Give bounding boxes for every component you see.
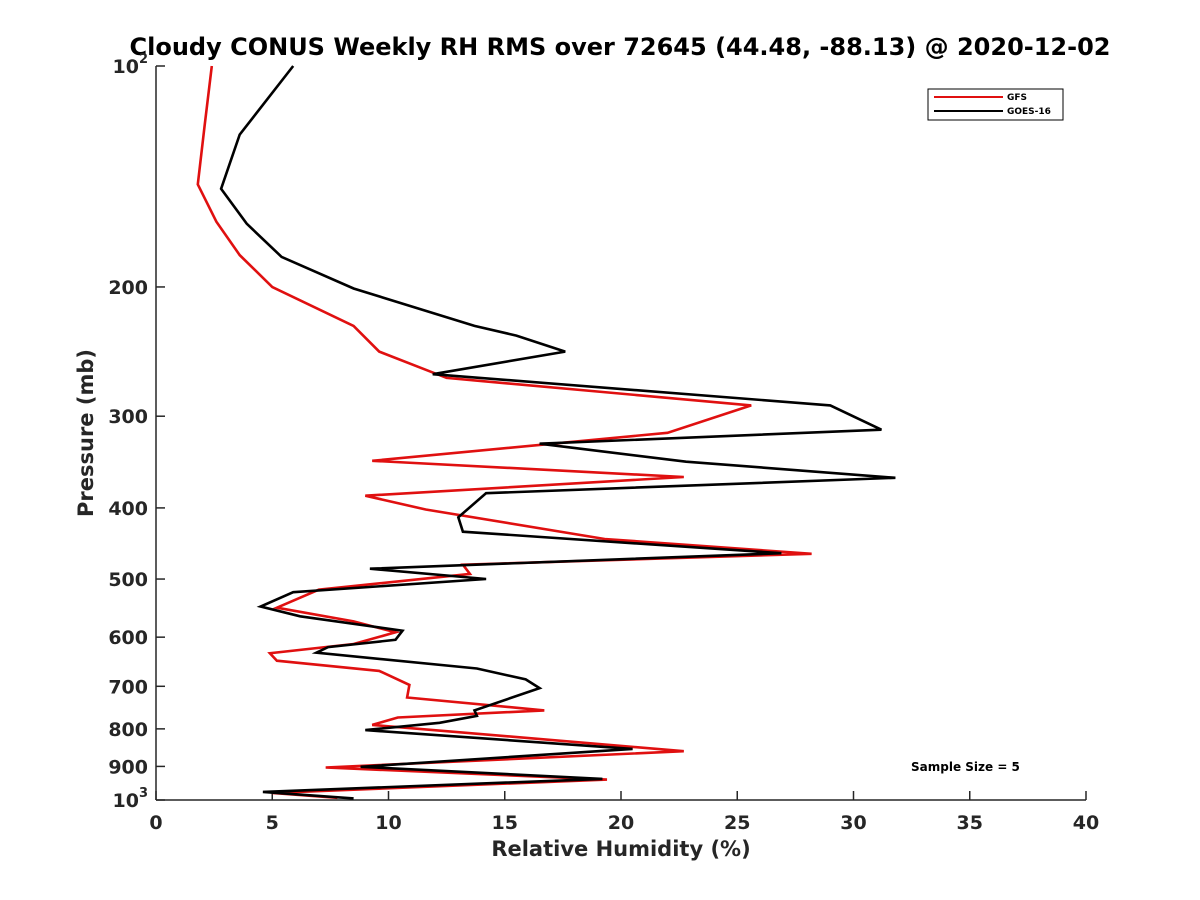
series-lines [196,65,896,800]
legend: GFS GOES-16 [927,88,1064,121]
series-line-goes16 [219,65,896,800]
y-tick-label: 800 [108,719,148,741]
x-tick-label: 10 [375,812,401,834]
y-tick-label-exponent: 2 [139,52,148,67]
y-tick-label: 700 [108,676,148,698]
y-tick-label: 500 [108,569,148,591]
x-tick-label: 40 [1073,812,1099,834]
y-tick-label: 900 [108,756,148,778]
y-axis-label: Pressure (mb) [74,349,98,517]
chart-title: Cloudy CONUS Weekly RH RMS over 72645 (4… [130,33,1111,61]
x-axis-label: Relative Humidity (%) [491,837,750,861]
x-tick-label: 0 [149,812,162,834]
y-tick-label: 103 [113,786,149,812]
legend-label-goes16: GOES-16 [1007,107,1051,117]
y-tick-label-exponent: 3 [139,786,148,801]
legend-label-gfs: GFS [1007,93,1027,103]
legend-box [927,88,1064,121]
x-tick-label: 30 [840,812,866,834]
x-ticks: 0 5 10 15 20 25 30 35 40 [149,791,1099,834]
x-tick-label: 25 [724,812,750,834]
y-tick-label: 200 [108,277,148,299]
series-line-gfs [196,65,812,800]
y-tick-label-base: 10 [113,790,139,812]
y-tick-label: 102 [113,52,149,78]
y-tick-label: 600 [108,627,148,649]
x-tick-label: 20 [608,812,634,834]
y-tick-label-base: 10 [113,56,139,78]
y-tick-label: 300 [108,406,148,428]
x-tick-label: 5 [266,812,279,834]
x-tick-label: 35 [957,812,983,834]
x-tick-label: 15 [492,812,518,834]
sample-size-annotation: Sample Size = 5 [911,760,1020,774]
y-tick-label: 400 [108,498,148,520]
